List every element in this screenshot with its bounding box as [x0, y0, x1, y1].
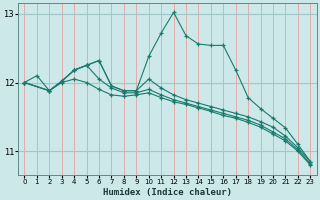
X-axis label: Humidex (Indice chaleur): Humidex (Indice chaleur) [103, 188, 232, 197]
